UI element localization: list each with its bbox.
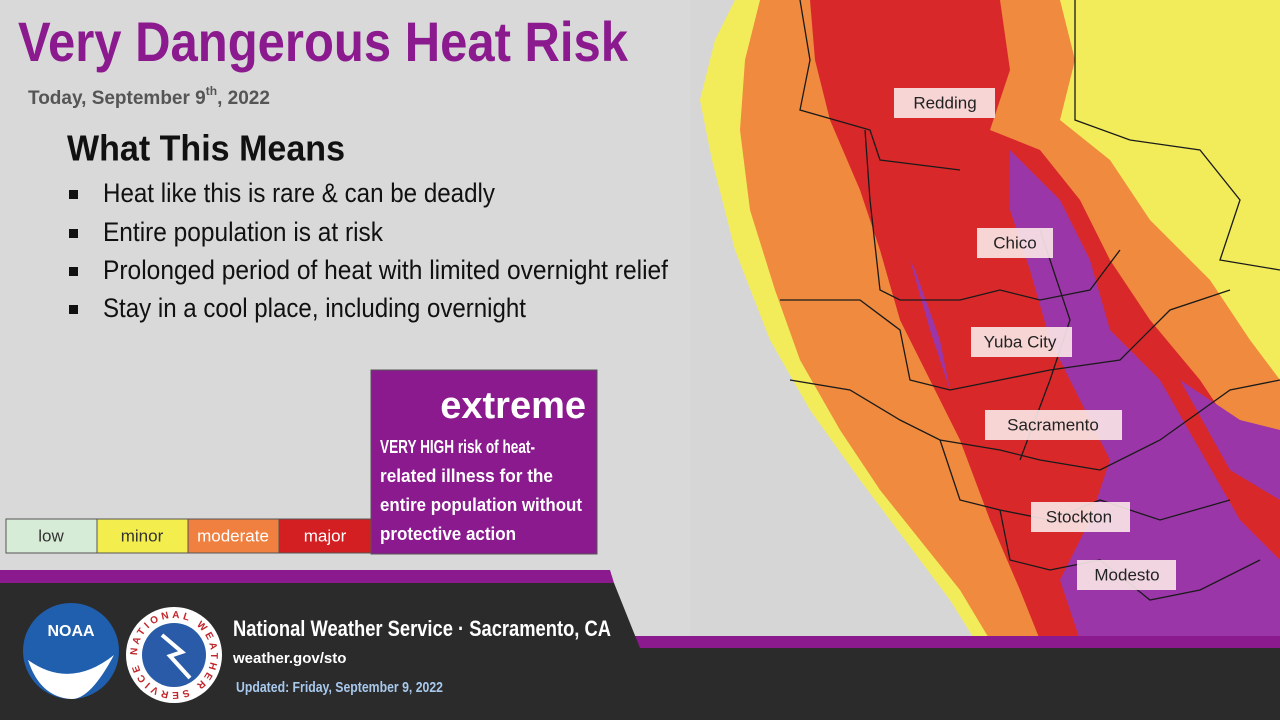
legend-label: major — [304, 526, 347, 545]
legend-extreme-description: entire population without — [380, 495, 582, 515]
city-label-box — [985, 410, 1122, 440]
date: Today, September 9th, 2022 — [28, 84, 270, 109]
legend-label: moderate — [197, 526, 269, 545]
footer-stripe — [0, 570, 614, 583]
land-extreme — [1010, 150, 1280, 640]
county-line — [780, 289, 1231, 391]
legend-box — [5, 518, 98, 554]
heat-map — [690, 0, 1280, 640]
title: Very Dangerous Heat Risk — [18, 10, 629, 73]
bullet: Stay in a cool place, including overnigh… — [103, 293, 526, 323]
footer: NOAA NATIONAL WEATHER SERVICE National W… — [0, 570, 1280, 720]
date-main: Today, September 9 — [28, 88, 206, 109]
county-line — [1074, 0, 1280, 271]
legend-extreme-box — [370, 369, 598, 555]
noaa-logo-gull — [28, 655, 114, 700]
county-line — [789, 379, 1280, 471]
legend-box — [187, 518, 280, 554]
footer-url: weather.gov/sto — [232, 650, 346, 667]
footer-updated: Updated: Friday, September 9, 2022 — [236, 679, 443, 696]
footer-stripe — [628, 636, 1280, 648]
legend: low minor moderate major extreme VERY HI… — [5, 369, 598, 555]
footer-office: National Weather Service · Sacramento, C… — [233, 616, 611, 641]
meaning-heading: What This Means — [67, 128, 345, 169]
bullet: Heat like this is rare & can be deadly — [103, 178, 495, 208]
city-label-box — [971, 327, 1072, 357]
legend-extreme-label: extreme — [440, 385, 586, 427]
date-year: , 2022 — [217, 88, 270, 109]
footer-band — [0, 583, 1280, 720]
land-extreme-east — [1180, 380, 1280, 500]
legend-label: minor — [121, 526, 164, 545]
city-label: Sacramento — [1007, 415, 1099, 434]
bullet: Prolonged period of heat with limited ov… — [103, 255, 668, 285]
city-label-box — [1077, 560, 1176, 590]
city-label-box — [977, 228, 1053, 258]
city-label: Chico — [993, 233, 1036, 252]
legend-extreme-description: VERY HIGH risk of heat- — [380, 437, 535, 457]
legend-box — [96, 518, 189, 554]
bullet-marker — [69, 267, 78, 276]
bullet: Entire population is at risk — [103, 217, 383, 247]
bullets: Heat like this is rare & can be deadly E… — [69, 178, 668, 323]
city-label-box — [1031, 502, 1130, 532]
legend-extreme-description: related illness for the — [380, 466, 553, 486]
noaa-logo-text: NOAA — [47, 623, 95, 640]
bullet-marker — [69, 190, 78, 199]
city-label-box — [894, 88, 995, 118]
nws-logo-bolt — [160, 633, 192, 680]
legend-label: low — [38, 526, 64, 545]
county-line — [799, 0, 961, 171]
city-label: Stockton — [1046, 507, 1112, 526]
bullet-marker — [69, 229, 78, 238]
city-label: Modesto — [1094, 565, 1159, 584]
city-label: Redding — [913, 93, 976, 112]
legend-box — [278, 518, 372, 554]
city-label: Yuba City — [984, 332, 1057, 351]
date-ordinal: th — [206, 84, 217, 98]
city-labels: Redding Chico Yuba City Sacramento Stock… — [894, 88, 1176, 590]
bullet-marker — [69, 305, 78, 314]
county-line — [864, 129, 1121, 301]
legend-extreme-description: protective action — [380, 524, 516, 544]
